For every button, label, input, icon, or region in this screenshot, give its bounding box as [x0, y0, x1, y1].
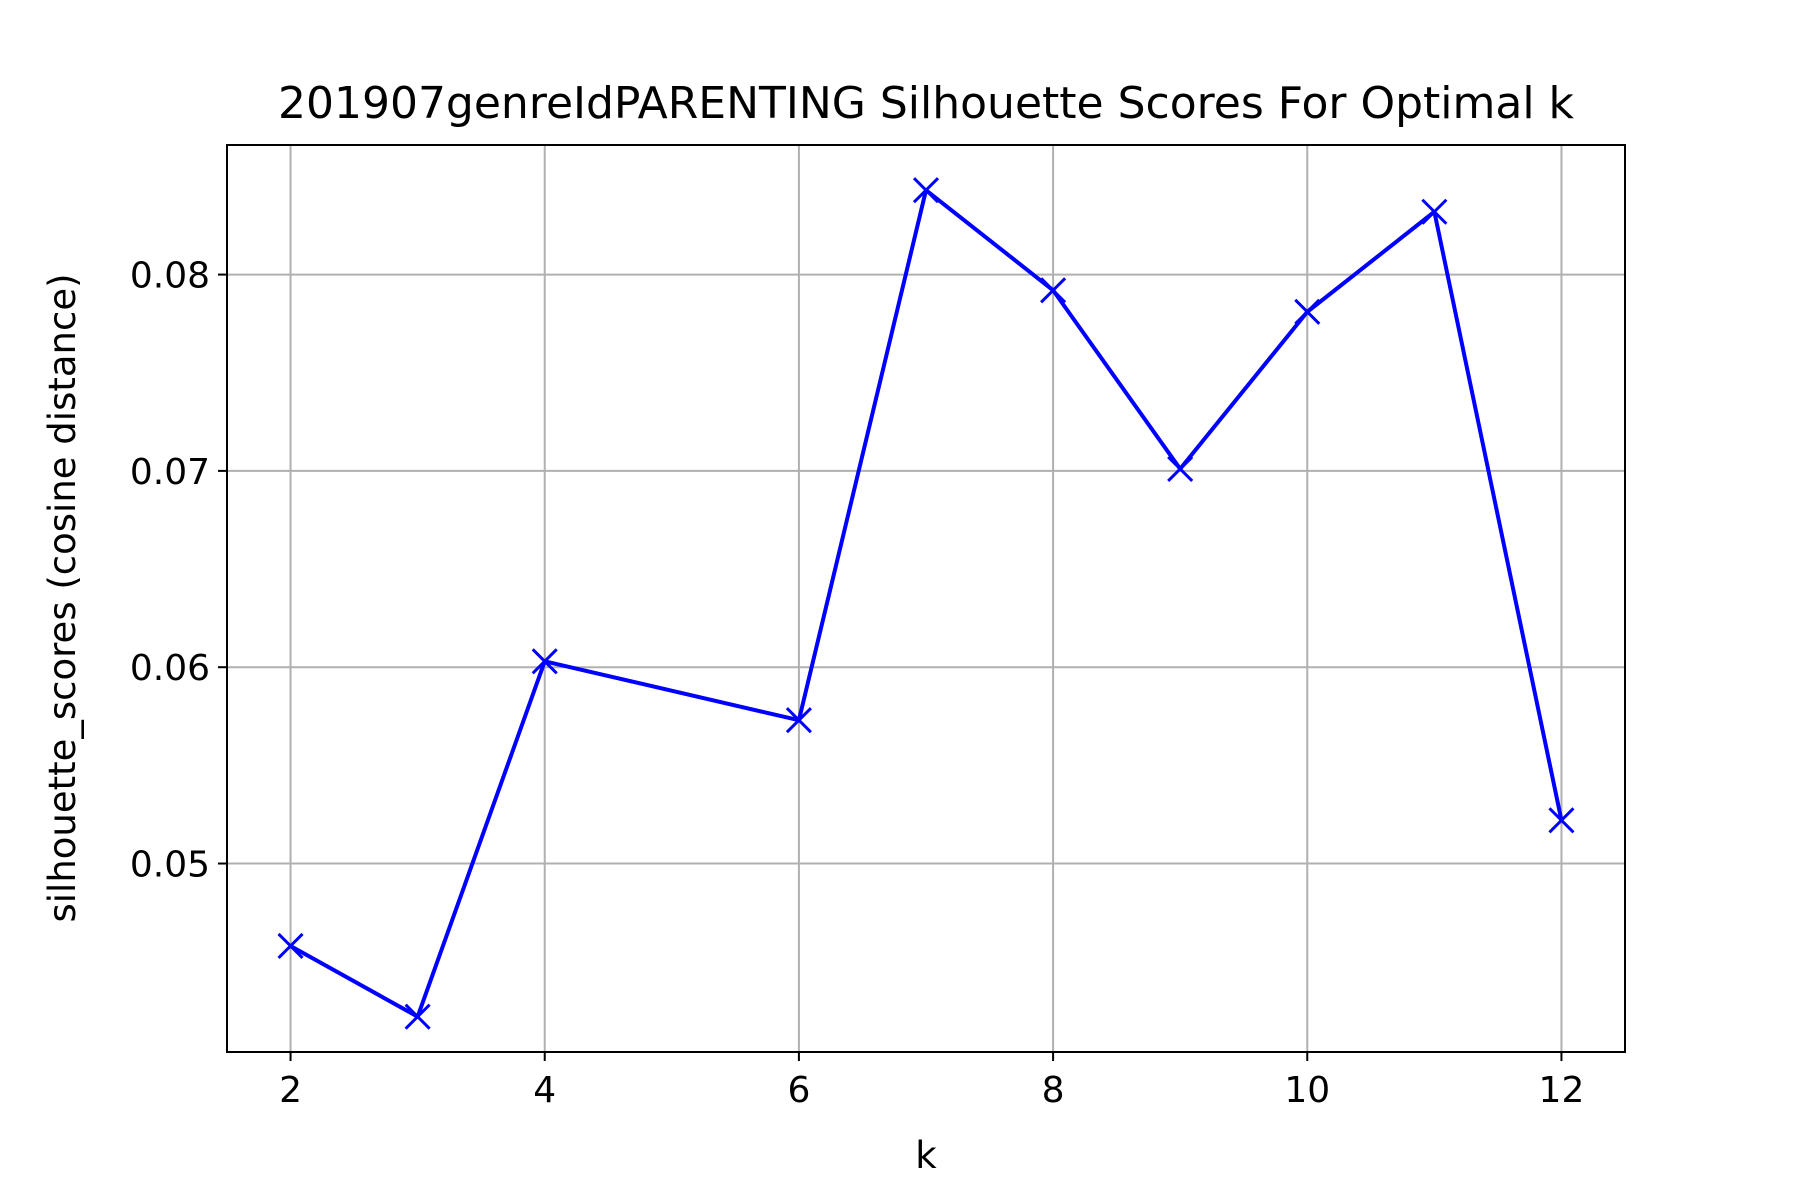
y-tick-label: 0.05 [130, 845, 210, 886]
data-point-marker [1548, 807, 1575, 834]
y-tick-label: 0.06 [130, 648, 210, 689]
chart-title: 201907genreIdPARENTING Silhouette Scores… [278, 78, 1575, 129]
y-axis-label: silhouette_scores (cosine distance) [41, 273, 84, 922]
x-tick-label: 12 [1539, 1070, 1585, 1111]
data-point-marker [277, 932, 304, 960]
y-tick-label: 0.08 [130, 256, 210, 297]
data-point-marker [1040, 277, 1067, 304]
y-tick-label: 0.07 [130, 452, 210, 493]
data-point-marker [1294, 298, 1321, 325]
x-axis-label: k [915, 1134, 937, 1177]
data-point-marker [785, 707, 812, 734]
x-tick-label: 4 [533, 1070, 556, 1111]
axis-ticks: 2 4 6 8 10 12 0.05 0.06 0.07 0.08 [130, 256, 1585, 1111]
series-line [289, 188, 1564, 1019]
x-tick-label: 8 [1042, 1070, 1065, 1111]
data-point-marker [912, 177, 940, 204]
plot-frame [226, 144, 1626, 1053]
data-point-marker [1167, 455, 1194, 482]
x-tick-label: 2 [279, 1070, 302, 1111]
x-tick-label: 6 [787, 1070, 810, 1111]
data-point-marker [531, 648, 558, 675]
x-tick-label: 10 [1284, 1070, 1330, 1111]
grid-lines [227, 145, 1625, 1052]
data-series [277, 177, 1575, 1030]
data-point-marker [404, 1003, 431, 1030]
data-point-marker [1421, 198, 1448, 225]
